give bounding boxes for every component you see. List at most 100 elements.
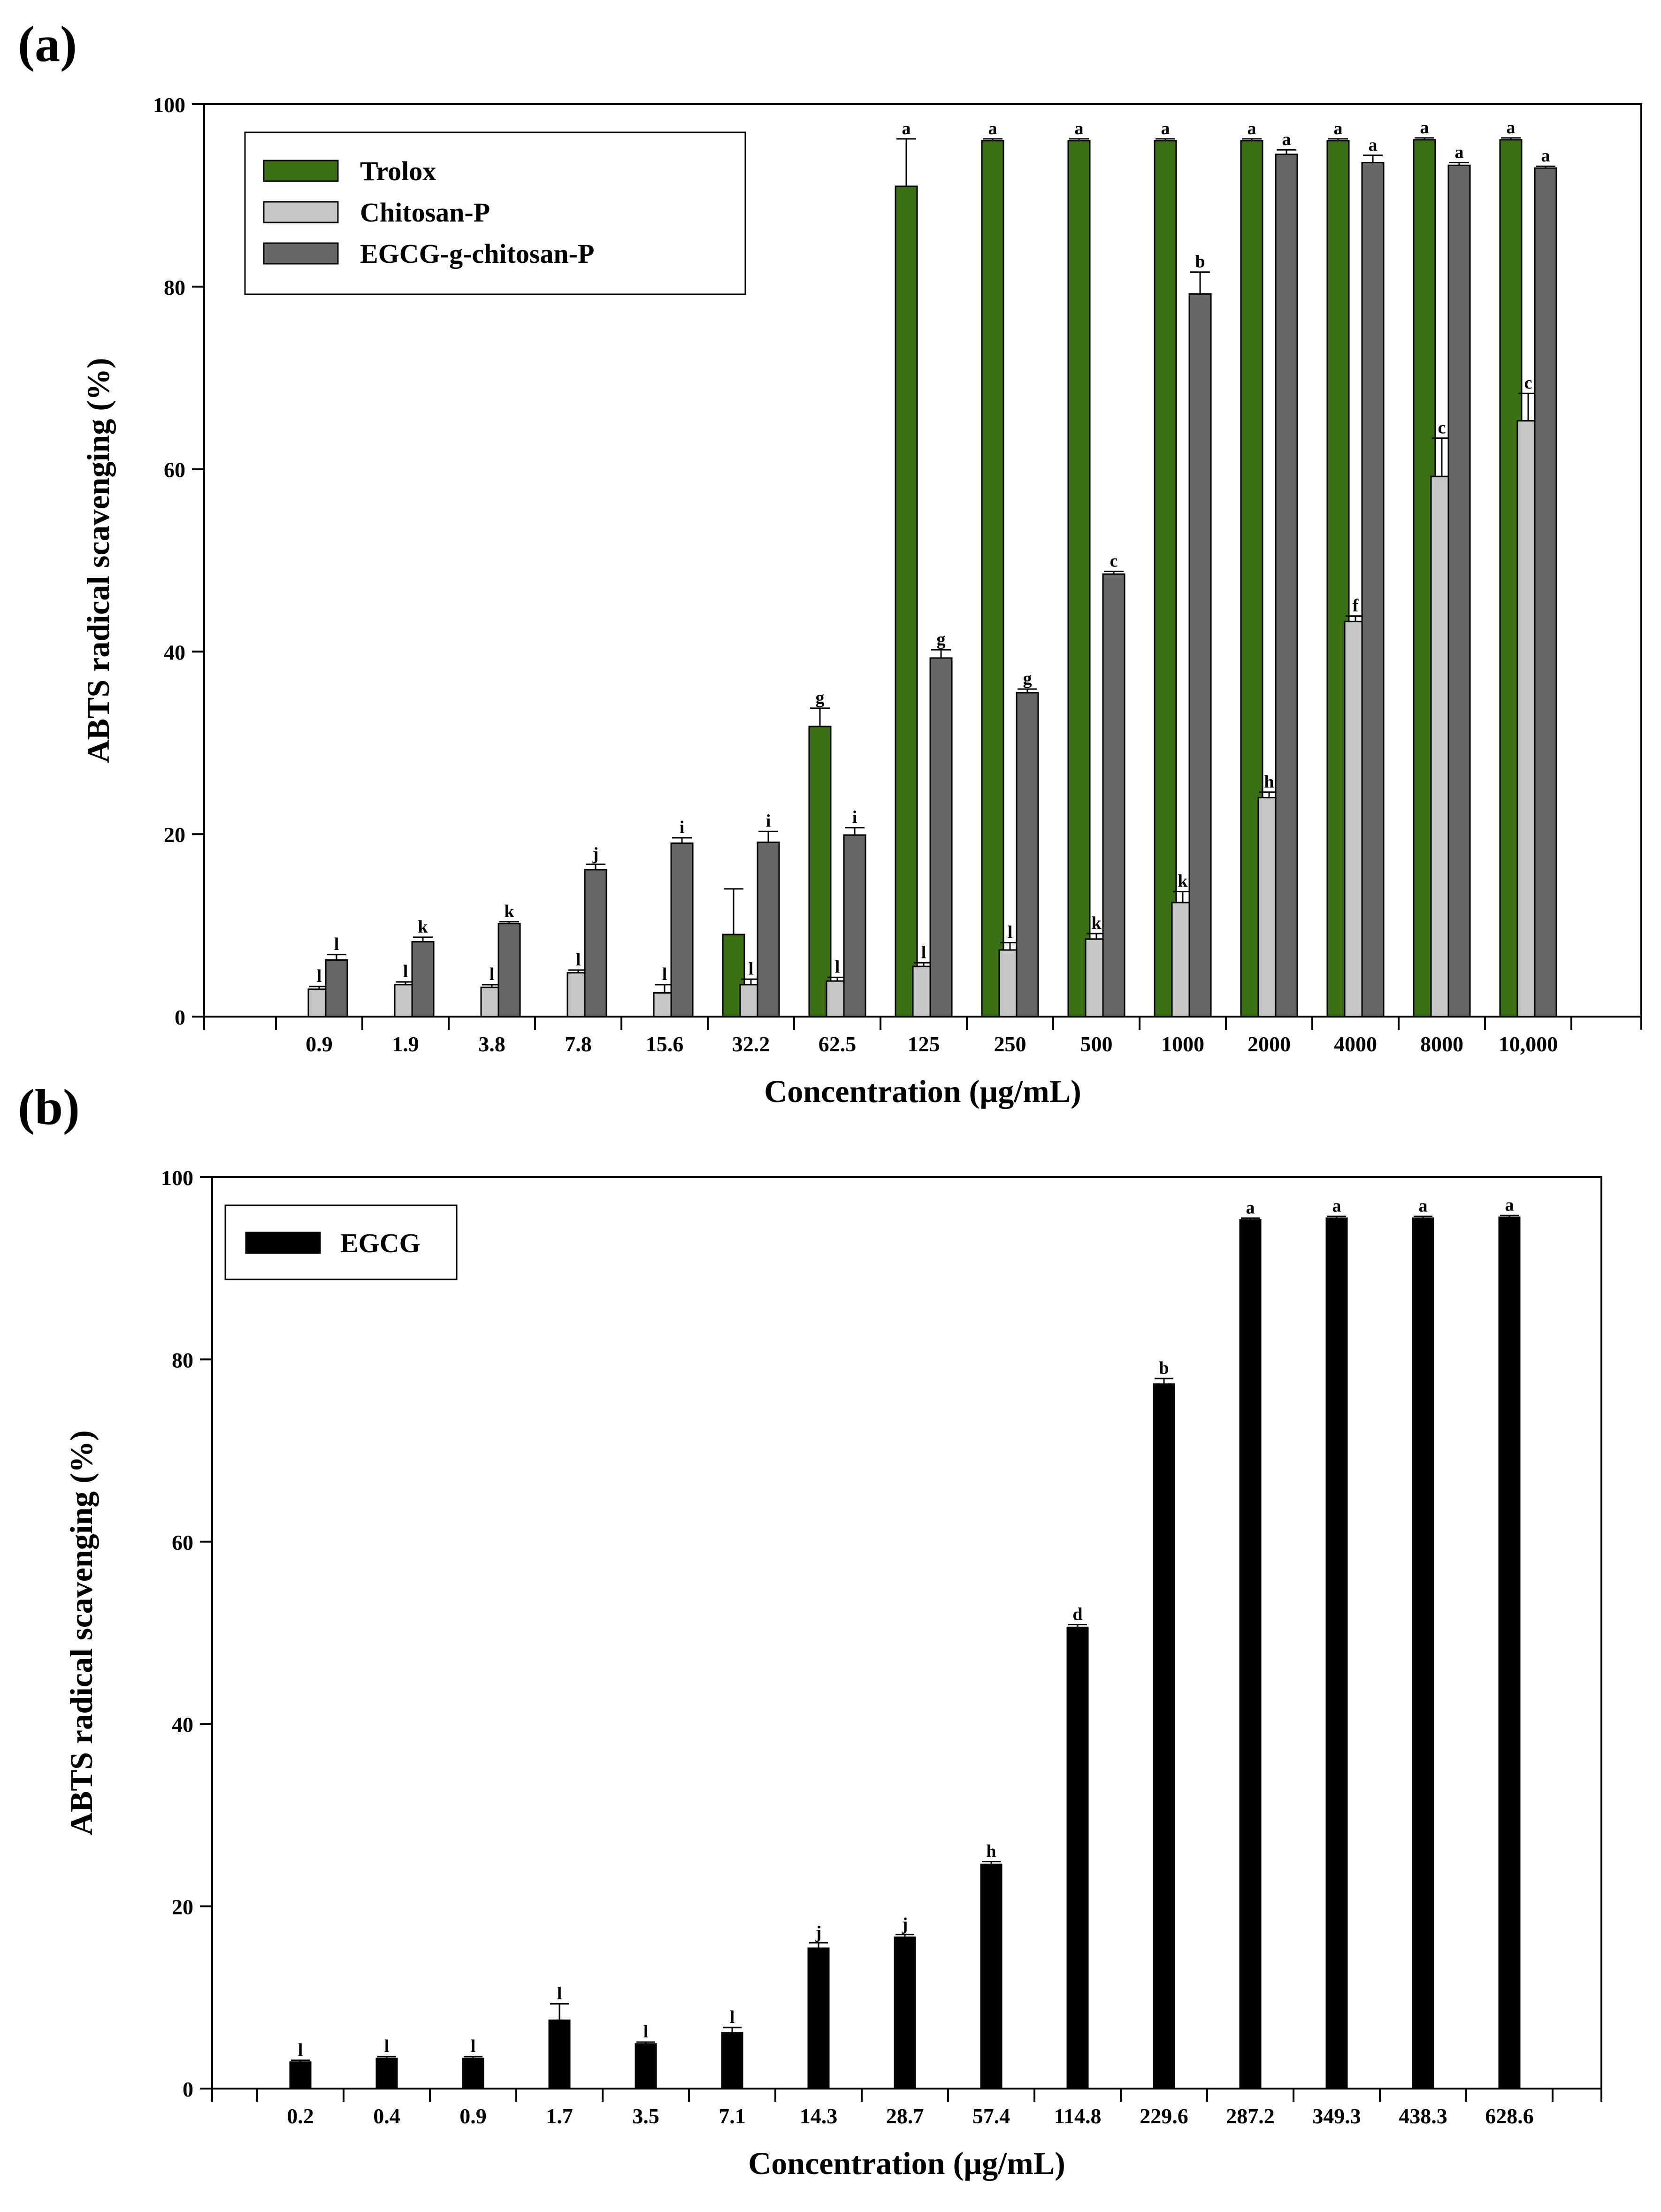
bar bbox=[980, 1863, 1003, 2090]
significance-letter: l bbox=[317, 966, 322, 986]
bar bbox=[1447, 164, 1471, 1018]
y-axis-title: ABTS radical scavenging (%) bbox=[80, 358, 116, 763]
x-tick-label: 0.2 bbox=[287, 2104, 314, 2128]
x-tick-label: 7.8 bbox=[565, 1032, 592, 1056]
x-tick-label: 14.3 bbox=[800, 2104, 838, 2128]
significance-letter: l bbox=[576, 950, 581, 970]
x-tick-label: 125 bbox=[908, 1032, 940, 1056]
significance-letter: a bbox=[1505, 1195, 1514, 1215]
y-tick-label: 0 bbox=[183, 2077, 193, 2101]
significance-letter: a bbox=[1332, 1196, 1341, 1216]
bar bbox=[1067, 140, 1091, 1018]
significance-letter: c bbox=[1524, 373, 1532, 393]
bar bbox=[895, 185, 918, 1018]
significance-letter: a bbox=[1246, 1198, 1255, 1217]
bar bbox=[721, 2032, 743, 2090]
y-tick-label: 20 bbox=[172, 1895, 193, 1919]
chart-panel-b: (b) 0 20 40 60 80 100 0.2 0.4 0.9 1.7 3.5 7.1 14.3 28.… bbox=[18, 1079, 1602, 2181]
x-tick-label: 62.5 bbox=[819, 1032, 857, 1056]
bar bbox=[1412, 1217, 1434, 2090]
significance-letter: l bbox=[835, 957, 840, 977]
y-tick-label: 20 bbox=[164, 823, 185, 847]
x-tick-label: 500 bbox=[1080, 1032, 1113, 1056]
significance-letter: l bbox=[662, 964, 667, 984]
significance-letter: k bbox=[1091, 913, 1102, 933]
x-tick-label: 8000 bbox=[1420, 1032, 1463, 1056]
significance-letter: l bbox=[298, 2040, 303, 2060]
significance-letter: a bbox=[1420, 118, 1429, 138]
significance-letter: l bbox=[471, 2036, 476, 2056]
x-tick-label: 1000 bbox=[1161, 1032, 1204, 1056]
legend-label: EGCG-g-chitosan-P bbox=[360, 238, 594, 269]
significance-letter: b bbox=[1195, 252, 1205, 272]
x-tick-label: 349.3 bbox=[1312, 2104, 1361, 2128]
bar bbox=[411, 941, 435, 1018]
x-tick-label: 0.9 bbox=[306, 1032, 333, 1056]
significance-letter: l bbox=[1008, 923, 1013, 942]
y-tick-label: 100 bbox=[161, 1166, 193, 1190]
significance-letter: k bbox=[1178, 872, 1188, 891]
legend-swatch bbox=[263, 201, 339, 223]
series-egcg-g-chitosan-p: l k k j i i i g g c b a a a a bbox=[325, 130, 1557, 1018]
legend-label: Chitosan-P bbox=[360, 197, 490, 228]
x-tick-label: 3.8 bbox=[478, 1032, 505, 1056]
significance-letter: j bbox=[815, 1922, 822, 1942]
bar bbox=[1154, 140, 1177, 1018]
significance-letter: a bbox=[1455, 142, 1464, 162]
x-tick-label: 7.1 bbox=[719, 2104, 746, 2128]
y-tick-label: 40 bbox=[164, 640, 185, 664]
bar bbox=[807, 1947, 830, 2090]
bar bbox=[1325, 1217, 1348, 2090]
x-tick-label: 1.7 bbox=[546, 2104, 573, 2128]
x-tick-label: 438.3 bbox=[1399, 2104, 1447, 2128]
x-tick-label: 57.4 bbox=[972, 2104, 1010, 2128]
bar bbox=[1153, 1383, 1175, 2090]
significance-letter: a bbox=[1541, 146, 1550, 166]
bar bbox=[894, 1936, 916, 2090]
significance-letter: a bbox=[1161, 119, 1170, 138]
bar bbox=[1016, 692, 1039, 1018]
bar bbox=[548, 2019, 571, 2090]
significance-letter: j bbox=[592, 844, 599, 864]
significance-letter: k bbox=[504, 902, 514, 921]
x-tick-label: 250 bbox=[994, 1032, 1026, 1056]
y-tick-label: 40 bbox=[172, 1713, 193, 1737]
y-tick-label: 0 bbox=[175, 1005, 185, 1029]
legend-swatch bbox=[263, 160, 339, 182]
x-tick-label: 15.6 bbox=[646, 1032, 684, 1056]
x-tick-label: 32.2 bbox=[732, 1032, 770, 1056]
significance-letter: c bbox=[1438, 418, 1446, 438]
significance-letter: a bbox=[1248, 119, 1256, 138]
significance-letter: j bbox=[902, 1914, 908, 1934]
bar bbox=[1361, 161, 1385, 1018]
bar bbox=[757, 842, 780, 1018]
bar bbox=[929, 657, 953, 1018]
legend-swatch bbox=[245, 1232, 321, 1254]
x-tick-label: 10,000 bbox=[1499, 1032, 1558, 1056]
significance-letter: a bbox=[1334, 119, 1343, 138]
bar bbox=[1498, 1216, 1521, 2090]
bar bbox=[670, 842, 694, 1018]
significance-letter: a bbox=[902, 119, 911, 138]
bar bbox=[462, 2058, 484, 2090]
significance-letter: f bbox=[1353, 596, 1359, 616]
significance-letter: l bbox=[384, 2036, 390, 2056]
significance-letter: k bbox=[418, 917, 428, 937]
significance-letter: b bbox=[1159, 1358, 1169, 1378]
bar bbox=[808, 726, 832, 1018]
y-axis-title: ABTS radical scavenging (%) bbox=[63, 1430, 99, 1835]
y-tick-label: 60 bbox=[172, 1531, 193, 1554]
significance-letter: l bbox=[749, 959, 754, 979]
significance-letter: l bbox=[490, 964, 495, 984]
significance-letter: i bbox=[766, 811, 771, 831]
bar bbox=[1188, 293, 1212, 1018]
x-tick-label: 3.5 bbox=[632, 2104, 659, 2128]
bar bbox=[375, 2058, 398, 2090]
y-tick-label: 100 bbox=[153, 93, 185, 117]
significance-letter: g bbox=[1023, 669, 1032, 689]
bar bbox=[843, 834, 866, 1018]
bar bbox=[1239, 1219, 1262, 2090]
significance-letter: l bbox=[921, 942, 926, 962]
bar bbox=[498, 923, 521, 1018]
